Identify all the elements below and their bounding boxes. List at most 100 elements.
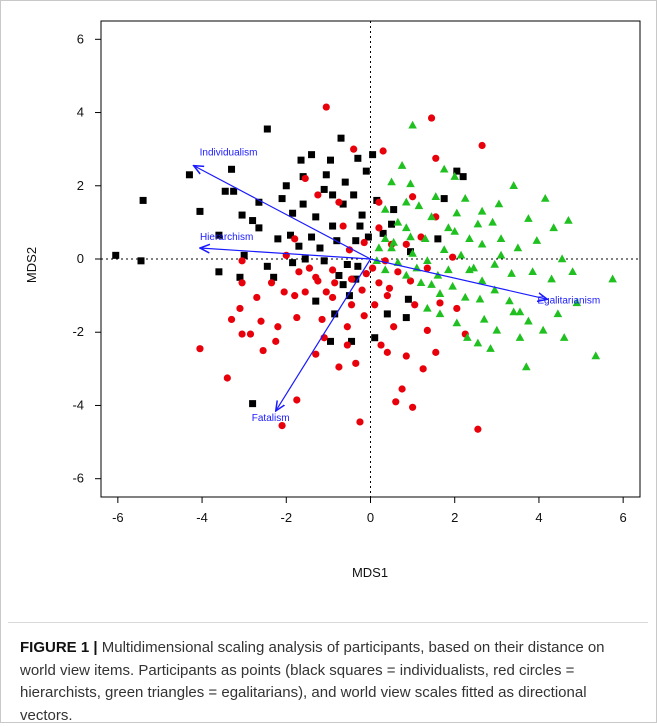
egalitarian-point: [380, 204, 390, 213]
egalitarian-point: [416, 278, 426, 286]
hierarchist-point: [339, 222, 347, 230]
individualist-point: [112, 251, 120, 259]
individualist-point: [356, 222, 364, 230]
x-tick-label: 0: [367, 510, 374, 525]
egalitarian-point: [505, 296, 514, 305]
individualist-point: [238, 211, 246, 219]
individualist-point: [263, 262, 271, 270]
egalitarian-point: [427, 212, 436, 221]
individualist-point: [459, 173, 467, 181]
hierarchist-point: [293, 313, 301, 322]
hierarchist-point: [402, 352, 410, 360]
individualist-point: [312, 213, 320, 221]
hierarchist-point: [383, 292, 391, 300]
hierarchist-point: [335, 198, 343, 206]
egalitarian-point: [380, 265, 390, 274]
y-tick-label: 0: [77, 251, 84, 266]
egalitarian-point: [507, 269, 516, 277]
y-tick-label: -6: [72, 471, 84, 486]
vector-arrow: [200, 248, 371, 260]
individualist-point: [390, 206, 398, 214]
individualist-point: [139, 196, 147, 204]
x-tick-label: -2: [281, 510, 293, 525]
individualist-point: [440, 195, 448, 203]
hierarchist-point: [377, 341, 385, 349]
hierarchist-point: [371, 301, 379, 309]
y-tick-label: 2: [77, 178, 84, 193]
hierarchist-point: [343, 341, 351, 349]
hierarchist-point: [390, 323, 398, 331]
individualist-point: [240, 251, 248, 259]
x-tick-label: -4: [196, 510, 208, 525]
egalitarian-point: [389, 237, 398, 246]
caption-label: FIGURE 1: [20, 639, 90, 656]
hierarchist-point: [238, 330, 246, 338]
vector-arrow: [276, 258, 372, 411]
egalitarian-point: [427, 280, 436, 288]
egalitarian-point: [448, 281, 457, 290]
egalitarian-point: [540, 193, 550, 202]
egalitarian-point: [494, 199, 504, 208]
egalitarian-point: [439, 164, 449, 173]
hierarchist-point: [347, 275, 356, 283]
egalitarian-point: [496, 250, 506, 259]
individualist-point: [236, 273, 244, 281]
individualist-point: [278, 195, 286, 203]
individualist-point: [341, 178, 349, 186]
hierarchist-point: [427, 114, 436, 122]
vector-arrow: [194, 166, 371, 260]
caption-text: Multidimensional scaling analysis of par…: [20, 639, 605, 724]
egalitarian-point: [444, 223, 453, 232]
hierarchist-point: [257, 317, 265, 325]
hierarchist-point: [322, 288, 330, 296]
hierarchist-point: [360, 312, 368, 320]
egalitarian-point: [460, 193, 470, 202]
x-axis-label: MDS1: [352, 565, 388, 580]
hierarchist-point: [223, 374, 231, 382]
individualist-point: [299, 200, 307, 208]
figure-caption: FIGURE 1 | Multidimensional scaling anal…: [20, 637, 642, 727]
egalitarian-point: [397, 161, 407, 169]
hierarchist-point: [331, 279, 339, 287]
individualist-point: [404, 295, 412, 303]
hierarchist-point: [453, 304, 461, 313]
hierarchist-point: [432, 348, 440, 356]
individualist-point: [348, 337, 356, 345]
individualist-point: [215, 231, 223, 239]
individualist-point: [282, 182, 290, 190]
individualist-point: [312, 297, 320, 305]
hierarchist-point: [398, 385, 406, 393]
egalitarian-point: [572, 298, 582, 307]
hierarchist-point: [291, 235, 299, 243]
egalitarian-point: [509, 181, 518, 189]
individualist-point: [255, 224, 263, 232]
egalitarian-point: [406, 232, 415, 241]
hierarchist-point: [227, 315, 236, 324]
hierarchist-point: [347, 301, 356, 309]
y-tick-label: -4: [72, 397, 84, 412]
hierarchist-point: [478, 141, 486, 150]
hierarchist-point: [295, 268, 303, 276]
egalitarian-point: [401, 197, 411, 206]
egalitarian-point: [477, 206, 487, 215]
egalitarian-point: [387, 177, 396, 186]
egalitarian-point: [553, 309, 563, 318]
individualist-point: [196, 207, 204, 215]
hierarchist-point: [394, 268, 402, 276]
hierarchist-point: [406, 277, 415, 285]
hierarchist-point: [369, 264, 377, 272]
individualist-point: [434, 235, 442, 243]
egalitarian-point: [515, 333, 525, 341]
individualist-point: [228, 165, 236, 173]
hierarchist-point: [375, 198, 383, 206]
individualist-point: [215, 268, 223, 276]
hierarchist-point: [293, 396, 301, 404]
hierarchist-point: [423, 264, 431, 272]
egalitarian-point: [450, 172, 460, 180]
individualist-point: [329, 222, 337, 230]
individualist-point: [388, 220, 396, 228]
individualist-point: [402, 314, 410, 322]
egalitarian-point: [564, 215, 573, 224]
hierarchist-point: [409, 403, 417, 411]
vector-label: Egalitarianism: [537, 295, 600, 306]
